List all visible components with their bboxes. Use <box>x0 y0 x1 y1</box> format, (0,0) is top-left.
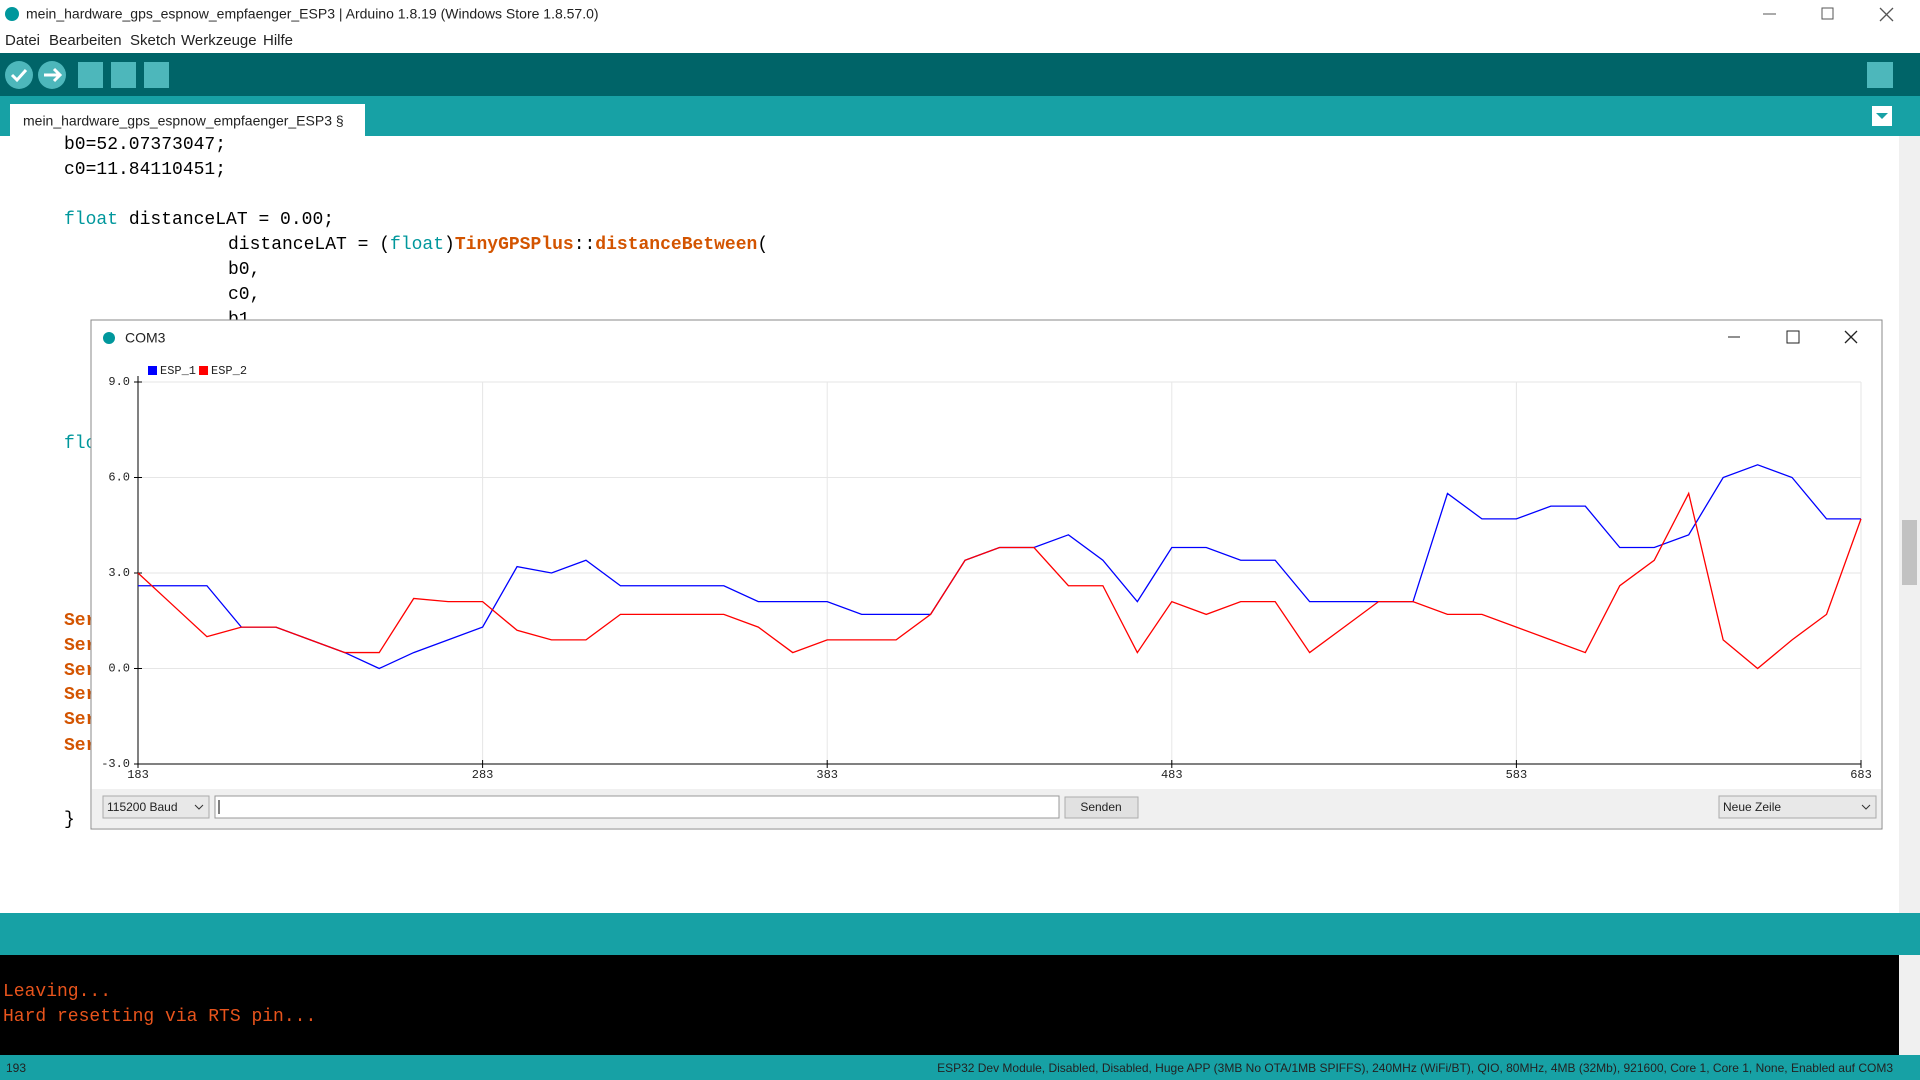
code-token: } <box>64 810 75 830</box>
code-line: b0, <box>228 260 260 280</box>
legend-label: ESP_2 <box>211 364 247 378</box>
tab-menu-icon <box>1876 113 1888 119</box>
restore[interactable] <box>1821 7 1834 20</box>
code-line: Ser <box>64 736 96 756</box>
open-button[interactable] <box>111 62 136 88</box>
send-label: Senden <box>1080 800 1121 814</box>
plotter-window <box>90 319 1883 830</box>
upload-icon <box>44 67 63 83</box>
code-token: distanceBetween <box>595 235 757 255</box>
menu-item[interactable]: Werkzeuge <box>181 32 257 49</box>
plotter-icon <box>103 332 115 344</box>
verify-button[interactable] <box>5 61 33 89</box>
window-title: mein_hardware_gps_espnow_empfaenger_ESP3… <box>26 6 599 22</box>
code-token: c0=11.84110451; <box>64 160 226 180</box>
serial-monitor-button[interactable] <box>1867 62 1893 88</box>
console-line: Leaving... <box>3 982 111 1002</box>
legend-swatch <box>199 366 209 375</box>
x-tick-label: 583 <box>1506 768 1528 782</box>
console-scrollbar[interactable] <box>1899 955 1920 1055</box>
close[interactable] <box>1879 7 1894 22</box>
status-board: ESP32 Dev Module, Disabled, Disabled, Hu… <box>937 1061 1893 1075</box>
line-ending-label: Neue Zeile <box>1723 800 1781 814</box>
y-tick-label: 3.0 <box>108 566 130 580</box>
console-line: Hard resetting via RTS pin... <box>3 1007 316 1027</box>
y-tick-label: 0.0 <box>108 662 130 676</box>
console-header <box>0 913 1920 955</box>
y-tick-label: 6.0 <box>108 471 130 485</box>
legend-swatch <box>148 366 157 375</box>
title-bar <box>0 0 1920 27</box>
line-ending-select[interactable] <box>1718 795 1877 819</box>
code-line: Ser <box>64 636 96 656</box>
send-input[interactable] <box>214 795 1060 819</box>
code-token: flo <box>64 434 96 454</box>
series-line <box>137 491 1862 670</box>
scroll-thumb[interactable] <box>1902 520 1917 585</box>
code-line: Ser <box>64 710 96 730</box>
x-tick-label: 283 <box>472 768 494 782</box>
x-tick-label: 483 <box>1161 768 1183 782</box>
tab-label: mein_hardware_gps_espnow_empfaenger_ESP3… <box>23 113 344 129</box>
code-token: b0=52.07373047; <box>64 135 226 155</box>
legend-label: ESP_1 <box>160 364 196 378</box>
code-token: Ser <box>64 611 96 631</box>
save-button[interactable] <box>144 62 169 88</box>
code-token: Ser <box>64 685 96 705</box>
code-line: } <box>64 810 75 830</box>
code-token: Ser <box>64 636 96 656</box>
code-token: Ser <box>64 736 96 756</box>
code-token: c0, <box>228 285 260 305</box>
line-ending-arrow <box>1861 804 1871 810</box>
code-token: Ser <box>64 661 96 681</box>
code-token: ( <box>757 235 768 255</box>
app-icon <box>5 7 19 21</box>
code-token: distanceLAT = ( <box>228 235 390 255</box>
code-line: Ser <box>64 661 96 681</box>
y-tick-label: 9.0 <box>108 375 130 389</box>
code-line: flo <box>64 434 96 454</box>
tab[interactable] <box>10 104 365 136</box>
code-token: distanceLAT = 0.00; <box>118 210 334 230</box>
plotter-maximize[interactable] <box>1786 330 1800 344</box>
baud-select[interactable] <box>102 795 210 819</box>
code-token: :: <box>574 235 596 255</box>
code-token: float <box>64 210 118 230</box>
console <box>0 955 1920 1055</box>
x-tick-label: 183 <box>127 768 149 782</box>
code-line: Ser <box>64 685 96 705</box>
status-bar <box>0 1055 1920 1080</box>
code-token: b0, <box>228 260 260 280</box>
menu-item[interactable]: Hilfe <box>263 32 293 49</box>
plotter-close[interactable] <box>1844 330 1858 344</box>
code-token: TinyGPSPlus <box>455 235 574 255</box>
code-token: ) <box>444 235 455 255</box>
x-tick-label: 683 <box>1850 768 1872 782</box>
menu-item[interactable]: Datei <box>5 32 40 49</box>
plotter-title: COM3 <box>125 330 166 346</box>
baud-arrow <box>194 804 204 810</box>
status-line: 193 <box>6 1061 26 1075</box>
x-tick-label: 383 <box>816 768 838 782</box>
menu-bar <box>0 27 1920 53</box>
code-line: c0=11.84110451; <box>64 160 226 180</box>
toolbar <box>0 53 1920 96</box>
verify-icon <box>10 68 28 83</box>
code-token: Ser <box>64 710 96 730</box>
baud-label: 115200 Baud <box>107 800 178 814</box>
send-button[interactable] <box>1064 796 1139 819</box>
code-line: Ser <box>64 611 96 631</box>
code-line: distanceLAT = (float)TinyGPSPlus::distan… <box>228 235 768 255</box>
code-line: c0, <box>228 285 260 305</box>
y-tick-label: -3.0 <box>101 757 130 771</box>
new-button[interactable] <box>78 62 103 88</box>
code-line: b0=52.07373047; <box>64 135 226 155</box>
menu-item[interactable]: Bearbeiten <box>49 32 122 49</box>
code-token: float <box>390 235 444 255</box>
menu-item[interactable]: Sketch <box>130 32 176 49</box>
code-line: float distanceLAT = 0.00; <box>64 210 334 230</box>
